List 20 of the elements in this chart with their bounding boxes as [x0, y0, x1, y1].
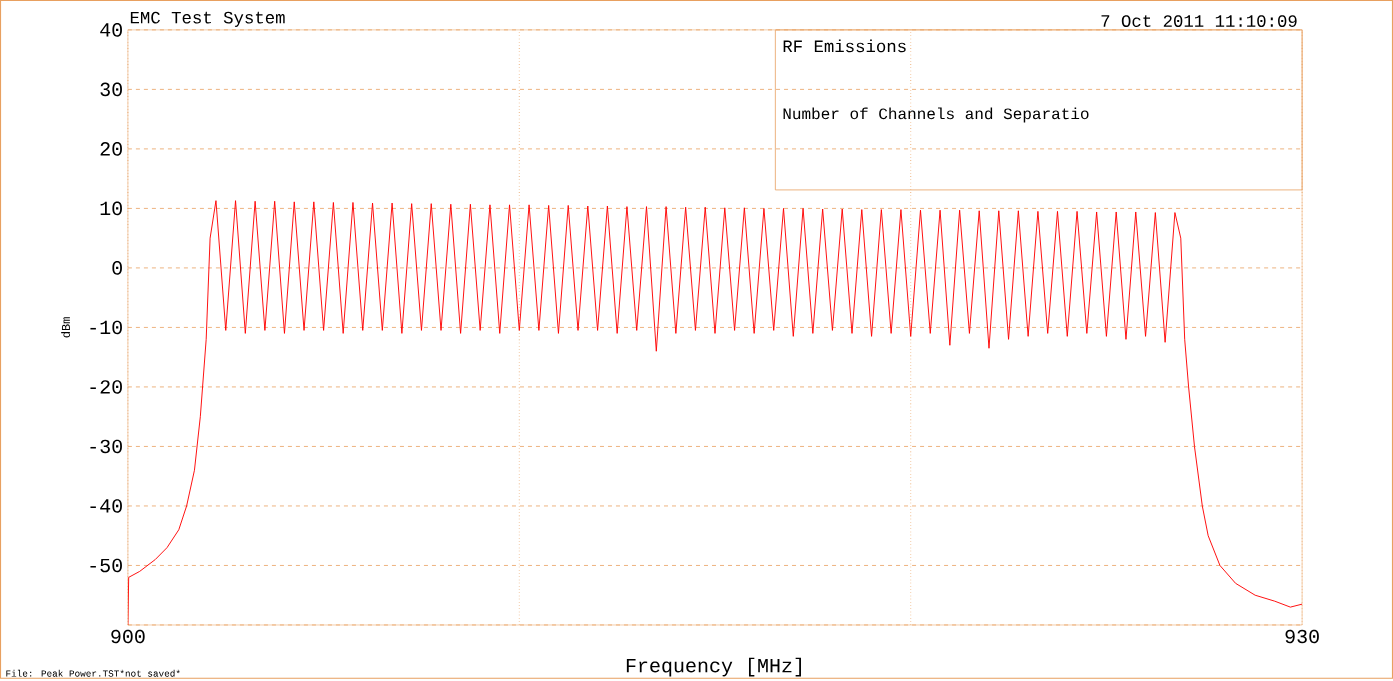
annotation: Number of Channels and Separatio — [783, 107, 1089, 123]
x-tick-label: 900 — [111, 629, 145, 644]
y-tick-label: -10 — [90, 320, 122, 335]
chart-title: EMC Test System — [130, 11, 285, 28]
y-tick-label: 40 — [100, 23, 122, 37]
text: 7 Oct 2011 11:10:09 — [1101, 15, 1297, 28]
x-axis-title: Frequency [MHz] — [626, 657, 801, 677]
y-tick-label: 20 — [100, 142, 122, 156]
x-tick-label: 930 — [1285, 629, 1319, 644]
y-tick-label: -50 — [90, 558, 122, 573]
y-tick-label: 30 — [100, 82, 122, 97]
y-tick-label: -40 — [90, 499, 122, 513]
y-tick-label: -20 — [90, 380, 122, 394]
text: File: Peak Power.TST*not saved* — [6, 669, 180, 677]
y-tick-label: 10 — [100, 201, 122, 216]
annotation: RF Emissions — [783, 39, 906, 53]
y-axis-title: dBm — [61, 317, 71, 338]
y-tick-label: 0 — [112, 261, 122, 275]
y-tick-label: -30 — [90, 439, 122, 454]
line-series — [127, 200, 1303, 626]
